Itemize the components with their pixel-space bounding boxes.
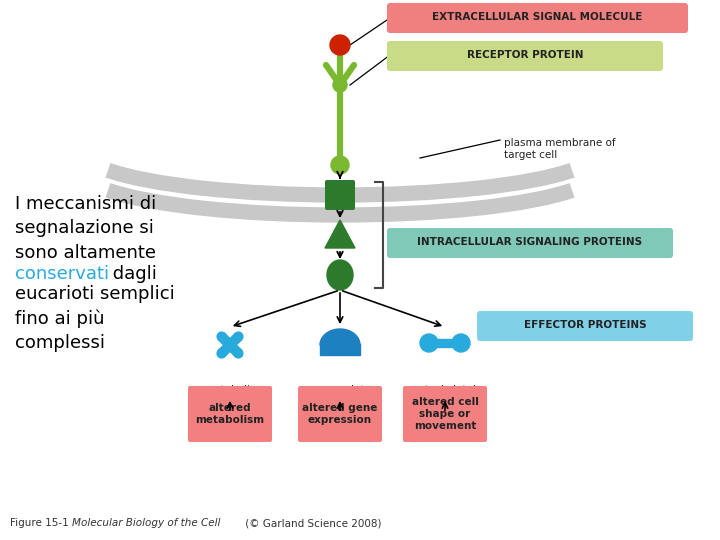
Text: plasma membrane of
target cell: plasma membrane of target cell xyxy=(504,138,616,160)
Text: conservati: conservati xyxy=(15,265,109,283)
Text: eucarioti semplici
fino ai più
complessi: eucarioti semplici fino ai più complessi xyxy=(15,285,175,352)
Circle shape xyxy=(452,334,470,352)
FancyBboxPatch shape xyxy=(325,180,355,210)
Bar xyxy=(429,339,461,347)
FancyBboxPatch shape xyxy=(477,311,693,341)
Text: gene regulatory
protein: gene regulatory protein xyxy=(298,385,382,407)
Text: metabolic
enzyme: metabolic enzyme xyxy=(204,385,256,407)
Text: dagli: dagli xyxy=(107,265,157,283)
Bar xyxy=(320,344,360,355)
FancyBboxPatch shape xyxy=(188,386,272,442)
Text: (© Garland Science 2008): (© Garland Science 2008) xyxy=(242,518,382,528)
Text: INTRACELLULAR SIGNALING PROTEINS: INTRACELLULAR SIGNALING PROTEINS xyxy=(418,237,642,247)
FancyBboxPatch shape xyxy=(298,386,382,442)
Text: cytoskeletal
protein: cytoskeletal protein xyxy=(413,385,477,407)
Text: altered
metabolism: altered metabolism xyxy=(195,403,264,425)
Polygon shape xyxy=(218,333,242,356)
Circle shape xyxy=(330,35,350,55)
Text: Molecular Biology of the Cell: Molecular Biology of the Cell xyxy=(72,518,220,528)
Polygon shape xyxy=(218,333,242,356)
Circle shape xyxy=(420,334,438,352)
Circle shape xyxy=(217,332,226,341)
Circle shape xyxy=(331,156,349,174)
Text: EXTRACELLULAR SIGNAL MOLECULE: EXTRACELLULAR SIGNAL MOLECULE xyxy=(432,12,642,22)
Ellipse shape xyxy=(327,260,353,290)
FancyBboxPatch shape xyxy=(387,3,688,33)
Polygon shape xyxy=(325,220,355,248)
Polygon shape xyxy=(320,329,360,345)
Text: EFFECTOR PROTEINS: EFFECTOR PROTEINS xyxy=(523,320,647,330)
Text: I meccanismi di
segnalazione si
sono altamente: I meccanismi di segnalazione si sono alt… xyxy=(15,195,156,261)
Circle shape xyxy=(333,78,347,92)
FancyBboxPatch shape xyxy=(403,386,487,442)
FancyBboxPatch shape xyxy=(387,41,663,71)
Circle shape xyxy=(234,349,243,358)
Text: Figure 15-1: Figure 15-1 xyxy=(10,518,76,528)
Text: altered cell
shape or
movement: altered cell shape or movement xyxy=(412,396,478,431)
Text: altered gene
expression: altered gene expression xyxy=(302,403,378,425)
Text: RECEPTOR PROTEIN: RECEPTOR PROTEIN xyxy=(467,50,583,60)
Circle shape xyxy=(217,349,226,358)
FancyBboxPatch shape xyxy=(387,228,673,258)
Circle shape xyxy=(234,332,243,341)
Bar xyxy=(50,65,620,145)
